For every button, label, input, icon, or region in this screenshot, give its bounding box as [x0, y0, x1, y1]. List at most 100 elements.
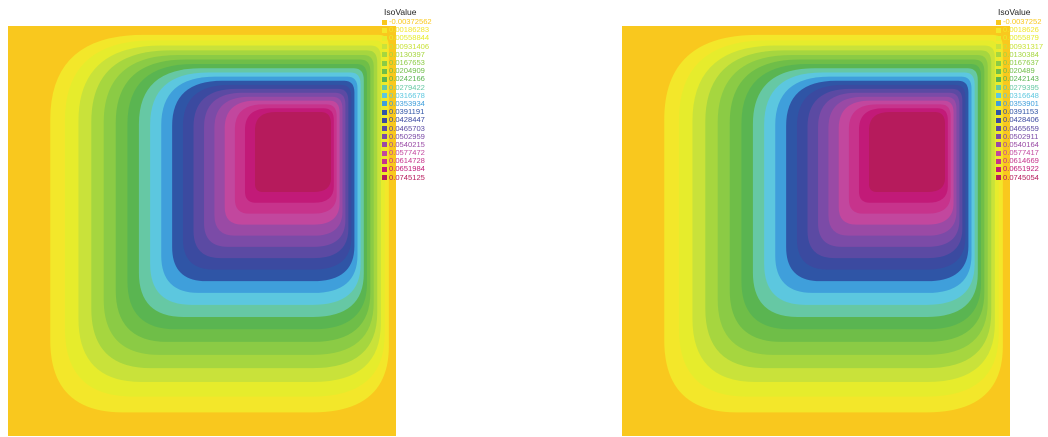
legend-entry: 0.0502911 — [996, 131, 1048, 141]
legend-entry: 0.0242166 — [382, 75, 492, 83]
legend-value-label: 0.0130397 — [389, 49, 425, 59]
legend-swatch — [382, 68, 387, 74]
legend-value-label: 0.0391191 — [389, 107, 425, 117]
legend-swatch — [996, 166, 1001, 172]
legend-swatch — [996, 19, 1001, 25]
legend-swatch — [382, 93, 387, 99]
legend-swatch — [382, 76, 387, 82]
legend-swatch — [996, 93, 1001, 99]
legend-swatch — [996, 134, 1001, 140]
legend-swatch — [382, 101, 387, 107]
legend-value-label: 0.0204909 — [389, 66, 425, 76]
legend-entry: 0.0651984 — [382, 165, 492, 173]
legend-entry: 0.0204909 — [382, 67, 492, 75]
legend-swatch — [996, 85, 1001, 91]
legend-value-label: 0.00931406 — [389, 41, 430, 51]
legend-value-label: 0.0353901 — [1003, 98, 1039, 108]
right-contour-plot — [622, 26, 1010, 436]
contour-band — [869, 112, 945, 192]
legend-swatch — [996, 44, 1001, 50]
legend-value-label: 0.0279422 — [389, 82, 425, 92]
legend-swatch — [382, 175, 387, 181]
legend-swatch — [996, 158, 1001, 164]
legend-value-label: 0.00186283 — [389, 25, 430, 35]
legend-swatch — [382, 158, 387, 164]
legend-entry: 0.0465703 — [382, 124, 492, 132]
legend-swatch — [382, 126, 387, 132]
legend-swatch — [996, 109, 1001, 115]
legend-swatch — [996, 35, 1001, 41]
legend-swatch — [996, 126, 1001, 132]
legend-swatch — [996, 27, 1001, 33]
legend-entry: 0.0055879 — [996, 34, 1048, 42]
legend-value-label: 0.0745054 — [1003, 172, 1039, 182]
legend-value-label: 0.0465703 — [389, 123, 425, 133]
legend-entry: 0.0614728 — [382, 157, 492, 165]
legend-entry: 0.0018626 — [996, 26, 1048, 34]
legend-value-label: 0.0540164 — [1003, 139, 1039, 149]
legend-value-label: 0.0167637 — [1003, 58, 1039, 68]
legend-swatch — [996, 117, 1001, 123]
legend-entry: -0.00372562 — [382, 18, 492, 26]
legend-swatch — [382, 150, 387, 156]
legend-swatch — [382, 85, 387, 91]
legend-swatch — [382, 134, 387, 140]
contour-band — [255, 112, 331, 192]
legend-swatch — [382, 44, 387, 50]
legend-value-label: 0.0316678 — [389, 90, 425, 100]
legend-entry: 0.0167653 — [382, 59, 492, 67]
legend-value-label: 0.0651922 — [1003, 164, 1039, 174]
legend-entry: 0.0279422 — [382, 82, 492, 92]
legend-entry: 0.0391191 — [382, 108, 492, 116]
legend-entry: 0.0540215 — [382, 140, 492, 149]
legend-value-label: 0.0577417 — [1003, 148, 1039, 158]
legend-entry: 0.00186283 — [382, 26, 492, 34]
legend-value-label: 0.0242143 — [1003, 74, 1039, 84]
legend-value-label: -0.0037252 — [1003, 17, 1042, 27]
legend-swatch — [996, 68, 1001, 74]
legend-value-label: 0.0614669 — [1003, 156, 1039, 166]
legend-entry: 0.0279395 — [996, 82, 1048, 92]
legend-value-label: 0.0316648 — [1003, 90, 1039, 100]
legend-value-label: 0.0055879 — [1003, 33, 1039, 43]
legend-swatch — [382, 109, 387, 115]
legend-entry: 0.0465659 — [996, 124, 1048, 132]
legend-entry: 0.0353901 — [996, 98, 1048, 108]
legend-entry: 0.0745125 — [382, 172, 492, 182]
right-legend-title: IsoValue — [998, 7, 1031, 17]
legend-swatch — [996, 76, 1001, 82]
legend-entry: 0.0242143 — [996, 75, 1048, 83]
right-isovalue-legend: IsoValue -0.0037252 0.0018626 0.0055879 0.0… — [996, 8, 1048, 182]
legend-value-label: 0.0745125 — [389, 172, 425, 182]
legend-value-label: 0.0279395 — [1003, 82, 1039, 92]
legend-entry: 0.0130384 — [996, 49, 1048, 59]
legend-entry: 0.0577472 — [382, 149, 492, 157]
legend-swatch — [996, 142, 1001, 148]
legend-entry: 0.0540164 — [996, 139, 1048, 149]
right-legend-rows: -0.0037252 0.0018626 0.0055879 0.00931317 0.… — [996, 18, 1048, 182]
left-legend-title: IsoValue — [384, 7, 417, 17]
legend-entry: 0.0130397 — [382, 49, 492, 59]
legend-entry: 0.0614669 — [996, 157, 1048, 165]
legend-entry: 0.0391153 — [996, 108, 1048, 116]
legend-entry: 0.0745054 — [996, 172, 1048, 182]
left-contour-plot — [8, 26, 396, 436]
legend-value-label: 0.0018626 — [1003, 25, 1039, 35]
left-isovalue-legend: IsoValue -0.00372562 0.00186283 0.00558844… — [382, 8, 492, 182]
legend-value-label: 0.00558844 — [389, 33, 430, 43]
legend-swatch — [996, 60, 1001, 66]
legend-value-label: 0.0428447 — [389, 115, 425, 125]
legend-entry: 0.020489 — [996, 67, 1048, 75]
legend-value-label: 0.0502911 — [1003, 131, 1039, 141]
legend-entry: 0.0502959 — [382, 132, 492, 141]
legend-entry: 0.0316648 — [996, 90, 1048, 100]
left-isovalue-plot-panel: IsoValue -0.00372562 0.00186283 0.00558844… — [6, 0, 432, 437]
legend-value-label: -0.00372562 — [389, 17, 432, 27]
legend-swatch — [996, 101, 1001, 107]
legend-value-label: 0.0130384 — [1003, 49, 1039, 59]
legend-swatch — [382, 35, 387, 41]
right-isovalue-plot-panel: IsoValue -0.0037252 0.0018626 0.0055879 0.0… — [620, 0, 1043, 437]
legend-swatch — [382, 27, 387, 33]
legend-value-label: 0.0614728 — [389, 156, 425, 166]
legend-swatch — [382, 19, 387, 25]
